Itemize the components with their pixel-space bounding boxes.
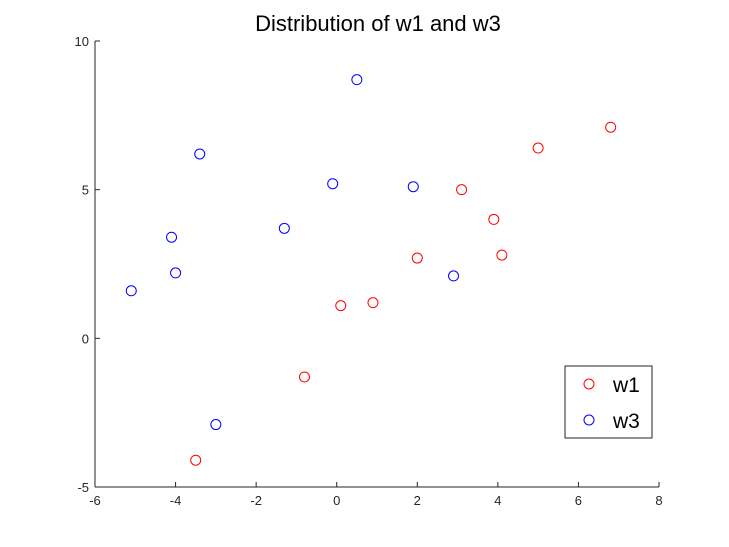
data-point-w1 [411, 252, 423, 264]
y-tick-label: 0 [82, 331, 89, 346]
x-tick-label: -4 [170, 493, 182, 508]
x-tick-label: 6 [575, 493, 582, 508]
data-point-w3 [166, 231, 178, 243]
legend-label-w1: w1 [612, 374, 640, 397]
data-point-w3 [194, 148, 206, 160]
y-tick-label: -5 [77, 480, 89, 495]
x-tick-label: 8 [655, 493, 662, 508]
data-point-w1 [532, 142, 544, 154]
data-point-w1 [496, 249, 508, 261]
data-point-w1 [190, 454, 202, 466]
legend-marker-w3 [583, 414, 595, 426]
y-tick-label: 10 [75, 34, 89, 49]
data-point-w1 [488, 213, 500, 225]
legend-box [564, 365, 653, 439]
data-point-w3 [170, 267, 182, 279]
legend-marker-w1 [583, 378, 595, 390]
data-point-w1 [335, 300, 347, 312]
data-point-w1 [298, 371, 310, 383]
x-tick-label: 2 [414, 493, 421, 508]
data-point-w3 [278, 222, 290, 234]
x-tick-label: 4 [494, 493, 501, 508]
data-point-w1 [456, 184, 468, 196]
legend-label-w3: w3 [612, 410, 640, 433]
data-point-w3 [448, 270, 460, 282]
chart-title: Distribution of w1 and w3 [255, 11, 501, 36]
data-point-w3 [351, 74, 363, 86]
data-point-w3 [125, 285, 137, 297]
legend: w1 w3 [564, 365, 653, 439]
x-tick-label: -2 [250, 493, 262, 508]
data-point-w3 [210, 419, 222, 431]
data-point-w1 [605, 121, 617, 133]
data-point-w1 [367, 297, 379, 309]
x-tick-label: 0 [333, 493, 340, 508]
data-point-w3 [407, 181, 419, 193]
data-points [125, 74, 617, 466]
plot-axes [94, 41, 659, 488]
y-axis-ticks: -5 0 5 10 [75, 34, 100, 495]
y-tick-label: 5 [82, 183, 89, 198]
x-axis-ticks: -6 -4 -2 0 2 4 6 8 [89, 482, 663, 508]
x-tick-label: -6 [89, 493, 101, 508]
data-point-w3 [327, 178, 339, 190]
